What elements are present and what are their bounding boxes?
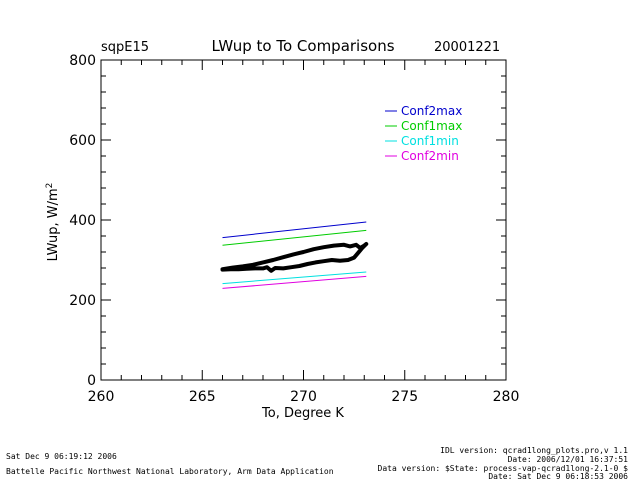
y-tick-label: 600 <box>69 133 96 149</box>
series-line-conf1min <box>222 271 367 285</box>
footer-data-date: Date: Sat Dec 9 06:18:53 2006 <box>488 472 628 481</box>
y-tick-label: 400 <box>69 213 96 229</box>
y-axis-tick-labels: 0 200 400 600 800 <box>69 53 96 389</box>
series-line-conf1max <box>222 229 367 246</box>
x-tick-label: 260 <box>88 389 115 405</box>
y-tick-label: 200 <box>69 293 96 309</box>
chart-title: LWup to To Comparisons <box>211 37 394 55</box>
site-label: sqpE15 <box>101 40 149 55</box>
x-tick-label: 275 <box>391 389 418 405</box>
footer-idl-version: IDL version: qcrad1long_plots.pro,v 1.1 <box>440 446 628 455</box>
y-tick-label: 800 <box>69 53 96 69</box>
legend-label-conf1max: Conf1max <box>401 119 462 133</box>
legend-label-conf2max: Conf2max <box>401 104 462 118</box>
y-axis-label: LWup, W/m2 <box>45 183 61 262</box>
footer-run-date: Sat Dec 9 06:19:12 2006 <box>6 452 117 461</box>
footer-idl-date: Date: 2006/12/01 16:37:51 <box>507 455 628 464</box>
series-line-conf2min <box>222 275 367 289</box>
legend-label-conf1min: Conf1min <box>401 134 459 148</box>
observed-trace <box>220 242 369 273</box>
x-tick-label: 265 <box>189 389 216 405</box>
x-tick-label: 280 <box>493 389 520 405</box>
series-line-conf2max <box>222 221 367 239</box>
footer-data-version: Data version: $State: process-vap-qcrad1… <box>377 464 628 473</box>
date-label: 20001221 <box>434 40 500 55</box>
y-axis-ticks <box>101 59 506 381</box>
y-tick-label: 0 <box>87 373 96 389</box>
footer-institution: Battelle Pacific Northwest National Labo… <box>6 467 334 476</box>
y-axis-label-main: LWup, W/m <box>46 188 61 261</box>
x-axis-ticks <box>100 60 507 380</box>
x-axis-label: To, Degree K <box>261 406 344 421</box>
legend-label-conf2min: Conf2min <box>401 149 459 163</box>
x-tick-label: 270 <box>290 389 317 405</box>
observed-data <box>220 242 369 273</box>
series-lines <box>222 221 367 289</box>
x-axis-tick-labels: 260 265 270 275 280 <box>88 389 520 405</box>
y-axis-label-superscript: 2 <box>45 183 55 189</box>
